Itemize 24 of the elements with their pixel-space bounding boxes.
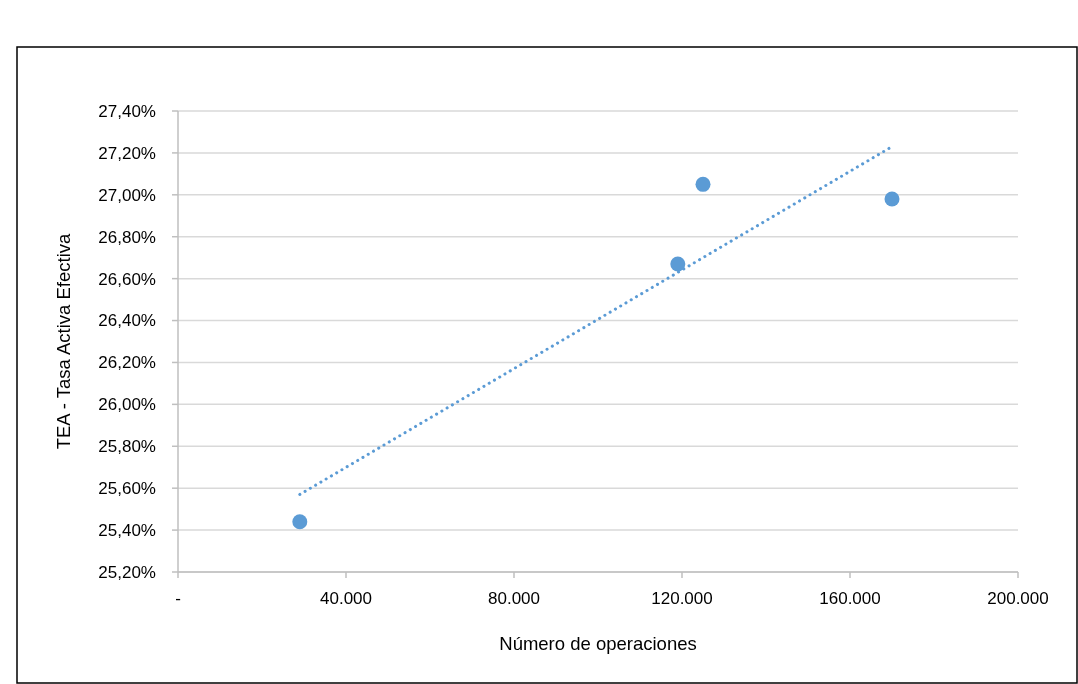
y-tick-label: 26,00% [98,395,156,415]
y-tick-label: 26,40% [98,311,156,331]
point [670,256,686,272]
x-tick-label: 200.000 [987,589,1049,608]
y-tick-label: 27,00% [98,185,156,205]
point [695,176,711,192]
y-tick-label: 26,20% [98,353,156,373]
y-tick-label: 26,80% [98,227,156,247]
x-tick-label: 120.000 [651,589,713,608]
y-tick-label: 25,20% [98,562,156,582]
x-tick-label: - [175,589,181,608]
x-tick-label: 160.000 [819,589,881,608]
y-tick-label: 25,60% [98,479,156,499]
y-tick-label: 25,40% [98,521,156,541]
point [884,191,900,207]
y-tick-label: 25,80% [98,437,156,457]
x-axis-title: Número de operaciones [499,633,697,654]
y-tick-label: 26,60% [98,269,156,289]
point [292,514,308,530]
y-axis-title: TEA - Tasa Activa Efectiva [53,233,74,450]
y-tick-label: 27,20% [98,143,156,163]
y-tick-label: 27,40% [98,101,156,121]
x-tick-label: 40.000 [320,589,372,608]
x-tick-label: 80.000 [488,589,540,608]
